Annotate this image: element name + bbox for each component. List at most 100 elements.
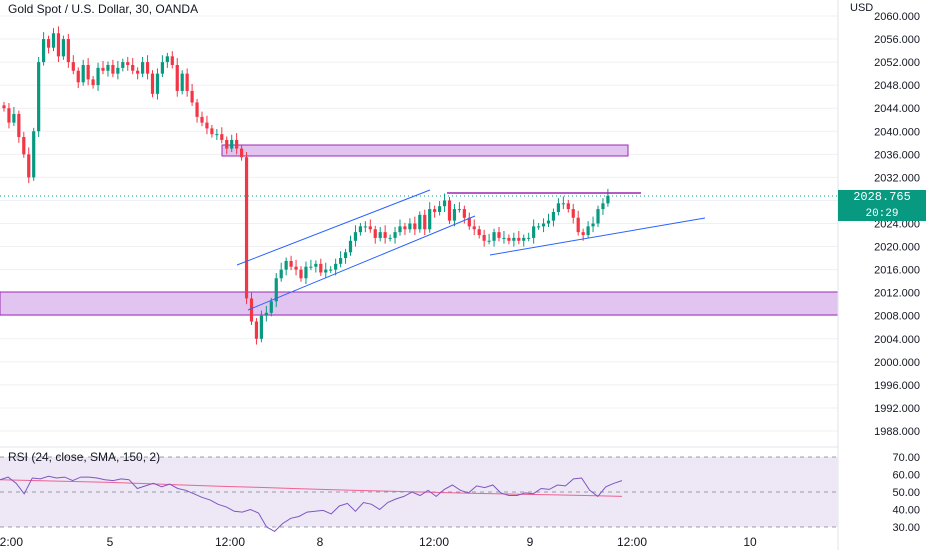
candle-body: [408, 223, 412, 230]
candle-body: [141, 62, 145, 74]
candle-body: [586, 226, 590, 236]
candle-body: [294, 266, 298, 270]
price-tick-label: 2000.000: [874, 357, 920, 369]
currency-label: USD: [850, 2, 874, 14]
candle-body: [507, 237, 511, 241]
candle-body: [289, 260, 293, 267]
candle-body: [121, 62, 125, 68]
price-tick-label: 2040.000: [874, 126, 920, 138]
candle-body: [541, 223, 546, 227]
candle-body: [131, 64, 135, 71]
rsi-title: RSI (24, close, SMA, 150, 2): [8, 450, 161, 464]
candle-body: [304, 266, 308, 279]
candle-body: [497, 232, 501, 238]
candle-body: [180, 73, 184, 91]
candle-body: [32, 131, 36, 178]
candlestick-series: [2, 26, 610, 345]
candle-body: [334, 263, 338, 270]
candle-body: [418, 214, 422, 230]
candle-body: [393, 232, 397, 238]
candle-body: [378, 232, 382, 238]
candle-body: [482, 235, 486, 241]
candle-body: [339, 258, 343, 264]
candle-body: [96, 67, 100, 86]
time-tick-label: 8: [317, 535, 324, 549]
candle-body: [37, 62, 41, 132]
candle-body: [274, 278, 278, 302]
candle-body: [527, 237, 531, 239]
price-tick-label: 2052.000: [874, 57, 920, 69]
time-tick-label: 5: [107, 535, 114, 549]
candle-body: [269, 301, 273, 313]
candle-body: [126, 62, 130, 65]
candle-body: [383, 232, 387, 238]
candle-body: [447, 200, 452, 221]
candle-body: [220, 134, 224, 140]
candle-body: [368, 226, 372, 230]
candle-body: [284, 260, 288, 270]
time-axis[interactable]: 12:00 5 12:00 8 12:00 9 12:00 10: [0, 535, 757, 549]
rsi-axis[interactable]: 70.00 60.00 50.00 40.00 30.00: [892, 452, 920, 534]
price-tick-label: 2004.000: [874, 334, 920, 346]
price-tick-label: 2048.000: [874, 80, 920, 92]
candle-body: [145, 62, 150, 74]
candle-body: [235, 139, 239, 149]
candle-body: [388, 237, 392, 239]
candle-body: [190, 90, 194, 103]
candle-body: [576, 217, 580, 233]
candle-body: [571, 209, 575, 218]
candle-body: [512, 237, 516, 241]
candle-body: [66, 39, 70, 63]
candle-body: [343, 252, 348, 259]
candle-body: [467, 217, 471, 227]
price-tick-label: 2020.000: [874, 242, 920, 254]
candle-body: [546, 220, 551, 224]
candle-body: [348, 240, 353, 253]
candle-body: [452, 209, 457, 221]
candle-body: [210, 128, 214, 135]
time-tick-label: 12:00: [419, 535, 449, 549]
candle-body: [155, 73, 160, 94]
candle-body: [442, 200, 447, 207]
candle-body: [240, 148, 244, 158]
candle-body: [106, 64, 110, 71]
price-tick-label: 2060.000: [874, 11, 920, 23]
candle-body: [42, 39, 46, 63]
candle-body: [279, 269, 283, 279]
candle-body: [551, 211, 556, 221]
rsi-tick-label: 50.00: [892, 487, 920, 499]
candle-body: [457, 209, 461, 211]
time-tick-label: 12:00: [0, 535, 23, 549]
channel-lower-line[interactable]: [247, 215, 476, 311]
candle-body: [596, 209, 600, 224]
candle-body: [215, 134, 219, 136]
price-axis[interactable]: 2060.000 2056.000 2052.000 2048.000 2044.000…: [874, 11, 920, 438]
support-zone: [0, 291, 838, 316]
triangle-lower-line[interactable]: [489, 217, 706, 256]
channel-upper-line[interactable]: [236, 189, 431, 266]
rsi-line: [0, 475, 623, 532]
candle-body: [46, 39, 51, 48]
candle-body: [522, 237, 526, 241]
candle-body: [61, 39, 65, 57]
candle-body: [329, 269, 333, 271]
candle-body: [373, 229, 377, 238]
rsi-tick-label: 70.00: [892, 452, 920, 464]
candle-body: [324, 269, 328, 273]
candle-body: [91, 79, 95, 86]
candle-body: [581, 232, 585, 236]
candle-body: [111, 64, 115, 74]
rsi-tick-label: 40.00: [892, 505, 920, 517]
candle-body: [398, 226, 402, 233]
candle-body: [71, 62, 75, 71]
candle-body: [150, 73, 155, 94]
candle-body: [428, 209, 432, 230]
candle-body: [423, 214, 427, 230]
candle-body: [195, 102, 199, 117]
candle-body: [22, 137, 26, 155]
candle-body: [76, 70, 80, 83]
candle-body: [601, 203, 605, 210]
candle-body: [200, 116, 204, 123]
candle-body: [116, 67, 120, 74]
